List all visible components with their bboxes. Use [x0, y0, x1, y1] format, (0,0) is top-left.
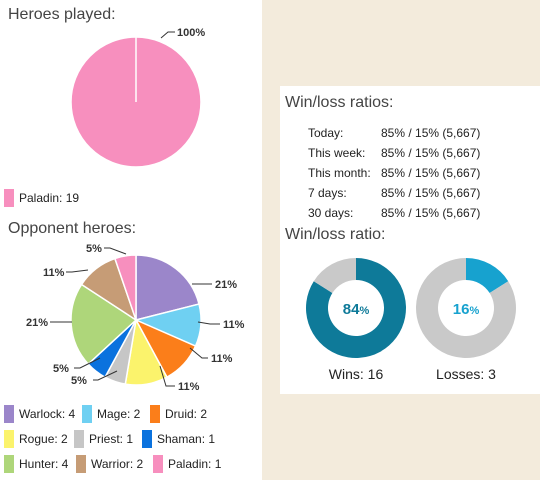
ratio-row-30-days: 30 days: 85% / 15% (5,667) — [308, 203, 480, 223]
legend-swatch — [76, 455, 86, 473]
callout-line — [66, 269, 89, 273]
losses-caption: Losses: 3 — [436, 366, 496, 382]
legend-label: Mage: 2 — [97, 407, 141, 421]
ratio-value: 85% / 15% (5,667) — [381, 206, 481, 220]
ratio-value: 85% / 15% (5,667) — [381, 126, 481, 140]
legend-label: Shaman: 1 — [157, 432, 216, 446]
ratio-value: 85% / 15% (5,667) — [381, 166, 481, 180]
legend-swatch — [82, 405, 92, 423]
left-panel: Heroes played: 100% Paladin: 19 Opponent… — [0, 0, 262, 480]
ratio-label: This week: — [308, 146, 366, 160]
win-loss-ratio-title: Win/loss ratio: — [285, 226, 386, 243]
pie-data-label: 21% — [26, 317, 48, 329]
legend-label: Paladin: 1 — [168, 457, 222, 471]
legend-swatch — [150, 405, 160, 423]
legend-item-warrior: Warrior: 2 — [76, 455, 143, 473]
legend-item-priest: Priest: 1 — [74, 430, 133, 448]
donut-value: 84 — [343, 301, 360, 318]
ratio-row-today: Today: 85% / 15% (5,667) — [308, 123, 480, 143]
opponent-heroes-pie-chart: 21% 11% 11% 11% 5% 5% 21% 11% 5% — [26, 243, 245, 393]
legend-label: Warlock: 4 — [19, 407, 76, 421]
pie-slice-paladin — [113, 254, 137, 321]
legend-label: Rogue: 2 — [19, 432, 68, 446]
legend-label: Warrior: 2 — [91, 457, 144, 471]
ratio-row-this-week: This week: 85% / 15% (5,667) — [308, 143, 480, 163]
pie-data-label: 21% — [215, 279, 237, 291]
legend-label: Hunter: 4 — [19, 457, 69, 471]
legend-label: Priest: 1 — [89, 432, 134, 446]
donut-center-label: 16% — [453, 301, 480, 318]
pie-data-label: 11% — [223, 319, 245, 331]
heroes-played-title: Heroes played: — [8, 6, 116, 23]
heroes-callout: 100% — [160, 27, 205, 39]
legend-label: Paladin: 19 — [19, 191, 80, 205]
ratio-label: Today: — [308, 126, 344, 140]
ratio-row-this-month: This month: 85% / 15% (5,667) — [308, 163, 480, 183]
legend-label: Druid: 2 — [165, 407, 208, 421]
wins-donut-chart: 84% — [306, 258, 406, 358]
legend-item-paladin: Paladin: 19 — [4, 189, 79, 207]
ratio-value: 85% / 15% (5,667) — [381, 146, 481, 160]
legend-swatch — [4, 405, 14, 423]
legend-item-mage: Mage: 2 — [82, 405, 140, 423]
pie-data-label: 5% — [71, 375, 87, 387]
donut-segment-wins — [416, 258, 516, 358]
callout-line — [197, 321, 220, 325]
callout-line — [160, 31, 175, 39]
legend-item-druid: Druid: 2 — [150, 405, 207, 423]
callout-line — [189, 347, 208, 359]
callout-line — [74, 357, 101, 369]
losses-donut-chart: 16% — [416, 258, 516, 358]
legend-item-shaman: Shaman: 1 — [142, 430, 215, 448]
ratio-label: This month: — [308, 166, 371, 180]
pie-data-label: 5% — [53, 363, 69, 375]
donut-segment-losses — [466, 258, 509, 293]
pie-data-label: 11% — [178, 381, 200, 393]
pie-data-label: 11% — [43, 267, 65, 279]
ratio-label: 7 days: — [308, 186, 347, 200]
pie-data-label: 11% — [211, 353, 233, 365]
win-loss-ratios-title: Win/loss ratios: — [285, 94, 394, 111]
legend-swatch — [4, 430, 14, 448]
pie-data-label: 100% — [177, 27, 205, 39]
ratio-value: 85% / 15% (5,667) — [381, 186, 481, 200]
opponent-heroes-title: Opponent heroes: — [8, 220, 137, 237]
pie-slice-warlock — [135, 254, 200, 321]
right-panel: Win/loss ratios: Today: 85% / 15% (5,667… — [280, 86, 540, 394]
heroes-played-pie-chart: 100% — [70, 27, 205, 168]
legend-swatch — [74, 430, 84, 448]
legend-item-rogue: Rogue: 2 — [4, 430, 68, 448]
opponent-callouts: 21% 11% 11% 11% 5% 5% 21% 11% 5% — [26, 243, 245, 393]
legend-item-paladin: Paladin: 1 — [153, 455, 221, 473]
donut-segment-losses — [313, 258, 356, 293]
legend-swatch — [4, 455, 14, 473]
callout-line — [93, 370, 118, 381]
donut-unit: % — [469, 305, 479, 317]
callout-line — [104, 247, 127, 255]
legend-item-hunter: Hunter: 4 — [4, 455, 68, 473]
donut-segment-wins — [306, 258, 406, 358]
callout-line — [159, 365, 175, 387]
win-loss-ratios-table: Today: 85% / 15% (5,667) This week: 85% … — [308, 123, 480, 223]
legend-swatch — [153, 455, 163, 473]
legend-item-warlock: Warlock: 4 — [4, 405, 75, 423]
legend-swatch — [142, 430, 152, 448]
pie-slice-hunter — [70, 283, 138, 366]
donut-center-label: 84% — [343, 301, 370, 318]
wins-caption: Wins: 16 — [328, 366, 384, 382]
pie-data-label: 5% — [86, 243, 102, 255]
ratio-label: 30 days: — [308, 206, 354, 220]
donut-value: 16 — [453, 301, 470, 318]
ratio-row-7-days: 7 days: 85% / 15% (5,667) — [308, 183, 480, 203]
legend-swatch — [4, 189, 14, 207]
donut-unit: % — [359, 305, 369, 317]
